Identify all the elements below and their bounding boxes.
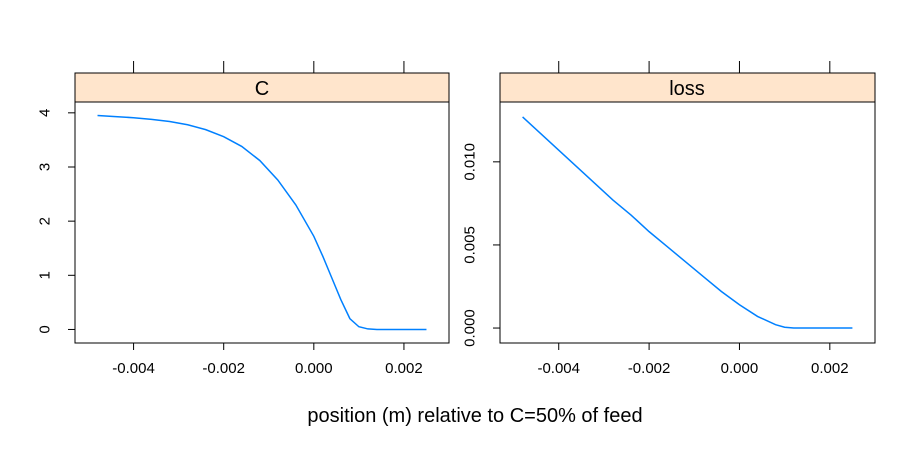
y-tick-label: 0.010 (462, 143, 479, 181)
y-tick-label: 0.000 (462, 309, 479, 347)
y-tick-label: 3 (37, 163, 54, 171)
y-tick-label: 1 (37, 271, 54, 279)
panel-c-y-axis: 0 1 2 3 4 (37, 109, 75, 334)
panel-loss: loss -0.004 -0.002 0.000 0.002 0.0000.0050.… (462, 61, 876, 377)
panel-loss-y-axis: 0.000 0.005 0.010 (462, 143, 500, 347)
x-tick-label: -0.004 (112, 360, 155, 377)
y-tick-label: 0.005 (462, 226, 479, 264)
x-tick-label: -0.002 (628, 360, 671, 377)
panel-loss-series-line (522, 116, 853, 329)
panel-loss-strip-label: loss (669, 78, 705, 100)
y-tick-label: 0 (37, 325, 54, 333)
y-tick-label: 4 (37, 109, 54, 117)
panel-c-strip-label: C (255, 78, 269, 100)
panel-c-series-line (97, 114, 427, 331)
y-tick-label: 2 (37, 217, 54, 225)
x-tick-label: 0.002 (811, 360, 849, 377)
panel-c-strip (74, 72, 450, 103)
x-tick-label: -0.002 (202, 360, 245, 377)
panel-c-frame (74, 101, 450, 344)
panel-c-x-axis: -0.004 -0.002 0.000 0.002 (112, 343, 423, 377)
panel-loss-top-ticks (558, 61, 831, 73)
x-tick-label: 0.000 (721, 360, 759, 377)
x-axis-label: position (m) relative to C=50% of feed (307, 405, 642, 427)
panel-c: C -0.004 -0.002 0.000 0.002 0 1 2 3 4 (37, 61, 450, 377)
x-tick-label: 0.000 (295, 360, 333, 377)
panel-c-top-ticks (133, 61, 405, 73)
panel-loss-frame (499, 101, 876, 344)
x-tick-label: -0.004 (537, 360, 580, 377)
x-tick-label: 0.002 (385, 360, 423, 377)
panel-loss-x-axis: -0.004 -0.002 0.000 0.002 (537, 343, 849, 377)
